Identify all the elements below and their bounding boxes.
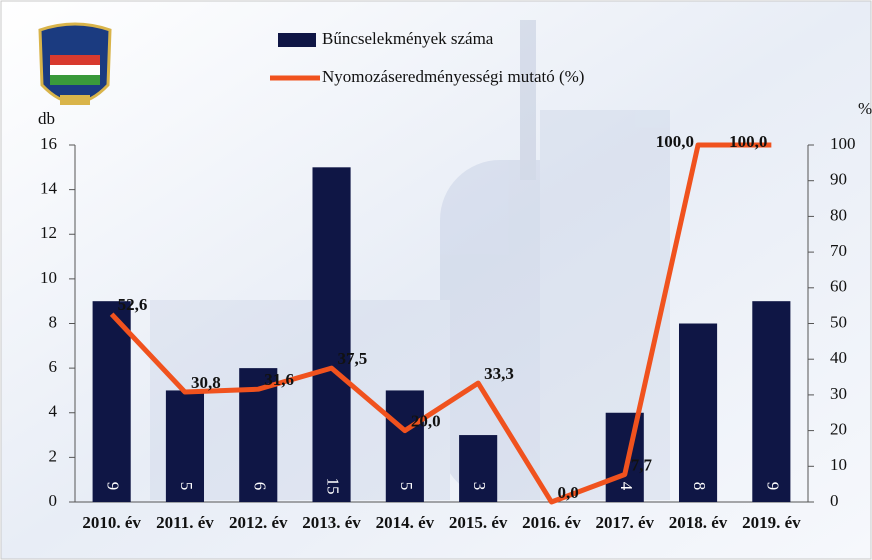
bar-value-label: 6	[250, 482, 269, 491]
bar-value-label: 9	[104, 482, 123, 491]
line-value-label: 52,6	[118, 295, 148, 314]
x-tick-label: 2011. év	[156, 513, 214, 532]
legend-swatch	[278, 33, 316, 47]
y-tick-label: 6	[49, 357, 58, 376]
bar-value-label: 4	[617, 482, 636, 491]
line-value-label: 100,0	[729, 132, 767, 151]
legend-label: Bűncselekmények száma	[322, 29, 494, 48]
bar-value-label: 5	[177, 482, 196, 491]
bar	[92, 301, 131, 502]
y-tick-label: 4	[49, 402, 58, 421]
y-tick-label: 10	[40, 268, 57, 287]
y2-axis-label: %	[858, 99, 872, 118]
legend-label: Nyomozáseredményességi mutató (%)	[322, 67, 584, 86]
x-tick-label: 2018. év	[669, 513, 728, 532]
bar-value-label: 8	[690, 482, 709, 491]
line-value-label: 0,0	[557, 483, 578, 502]
bar-value-label: 9	[763, 482, 782, 491]
y-axis-label: db	[38, 109, 55, 128]
y-tick-label: 16	[40, 134, 57, 153]
y-tick-label: 12	[40, 223, 57, 242]
line-value-label: 33,3	[484, 364, 514, 383]
y2-tick-label: 100	[830, 134, 856, 153]
y2-tick-label: 50	[830, 312, 847, 331]
line-value-label: 7,7	[631, 455, 653, 474]
line	[109, 142, 772, 505]
y2-tick-label: 60	[830, 277, 847, 296]
x-tick-label: 2015. év	[449, 513, 508, 532]
x-tick-label: 2013. év	[302, 513, 361, 532]
line-value-label: 30,8	[191, 373, 221, 392]
police-logo	[38, 22, 112, 105]
y2-tick-label: 90	[830, 170, 847, 189]
y2-tick-label: 10	[830, 455, 847, 474]
bar	[678, 323, 718, 502]
y2-tick-label: 80	[830, 205, 847, 224]
bar	[385, 390, 424, 502]
y2-tick-label: 20	[830, 420, 847, 439]
x-tick-label: 2017. év	[595, 513, 654, 532]
x-tick-label: 2016. év	[522, 513, 581, 532]
bar	[752, 301, 791, 502]
x-tick-label: 2012. év	[229, 513, 288, 532]
x-tick-label: 2010. év	[82, 513, 141, 532]
y2-tick-label: 30	[830, 384, 847, 403]
y2-tick-label: 70	[830, 241, 847, 260]
bar	[459, 435, 498, 502]
line-value-label: 20,0	[411, 412, 441, 431]
bar	[312, 167, 351, 502]
bar-value-label: 15	[324, 478, 343, 495]
bar-value-label: 3	[470, 482, 489, 491]
x-tick-label: 2019. év	[742, 513, 801, 532]
y-tick-label: 8	[49, 312, 58, 331]
y-tick-label: 0	[49, 491, 58, 510]
line-value-label: 100,0	[656, 132, 694, 151]
line-value-label: 37,5	[338, 349, 368, 368]
y2-tick-label: 40	[830, 348, 847, 367]
line-value-label: 31,6	[264, 370, 294, 389]
y-tick-label: 14	[40, 179, 58, 198]
bar	[165, 390, 205, 502]
y2-tick-label: 0	[830, 491, 839, 510]
bar-value-label: 5	[397, 482, 416, 491]
x-tick-label: 2014. év	[376, 513, 435, 532]
y-tick-label: 2	[49, 446, 58, 465]
